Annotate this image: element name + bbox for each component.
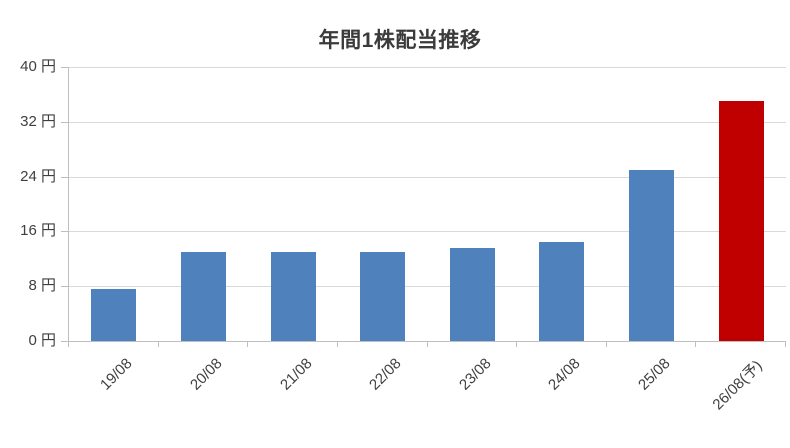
x-tick-mark [785,342,786,347]
bar-forecast [718,101,764,341]
chart-title: 年間1株配当推移 [318,29,482,52]
x-tick-mark [157,342,159,347]
bar [91,288,137,341]
bar [180,251,226,341]
y-tick-label: 40 円 [20,58,56,75]
bar [270,251,316,341]
x-tick-mark [68,342,69,347]
x-tick-label: 21/08 [276,355,316,394]
y-tick-label: 16 円 [20,222,56,240]
y-tick-mark [61,176,68,178]
y-tick-label: 32 円 [20,112,56,130]
y-tick-mark [61,121,68,123]
x-tick-label: 23/08 [455,355,495,394]
gridline [69,286,786,288]
x-tick-mark [247,342,249,347]
gridline [69,67,786,68]
y-tick-mark [61,231,68,233]
gridline [69,121,786,123]
x-tick-mark [695,342,697,347]
bar [539,241,585,341]
x-tick-label: 25/08 [635,355,674,394]
y-tick-label: 0 円 [28,332,56,349]
x-tick-label: 19/08 [97,355,136,394]
y-tick-mark [61,341,68,342]
x-tick-mark [426,342,428,347]
x-tick-label: 26/08(予) [709,357,766,414]
x-tick-mark [605,342,607,347]
x-tick-label: 24/08 [545,355,584,394]
x-tick-label: 22/08 [366,355,405,394]
x-tick-label: 20/08 [186,355,226,394]
gridline [69,231,786,233]
bar [629,169,675,341]
bar [360,251,406,341]
x-tick-mark [516,342,518,347]
y-tick-mark [61,67,68,68]
y-tick-label: 24 円 [20,167,56,185]
bar [449,247,495,341]
gridline [69,176,786,178]
x-tick-mark [336,342,338,347]
y-tick-mark [61,286,68,288]
y-tick-label: 8 円 [28,277,56,295]
plot-area [68,67,786,342]
